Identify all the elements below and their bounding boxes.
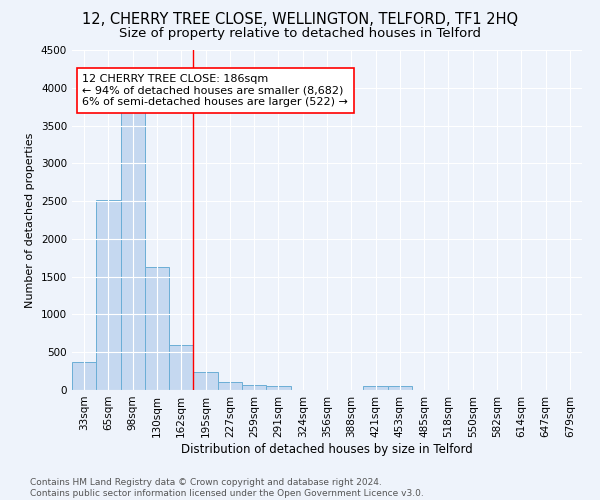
Bar bbox=[388, 386, 412, 390]
Text: 12 CHERRY TREE CLOSE: 186sqm
← 94% of detached houses are smaller (8,682)
6% of : 12 CHERRY TREE CLOSE: 186sqm ← 94% of de… bbox=[82, 74, 348, 107]
X-axis label: Distribution of detached houses by size in Telford: Distribution of detached houses by size … bbox=[181, 442, 473, 456]
Bar bbox=[72, 362, 96, 390]
Text: 12, CHERRY TREE CLOSE, WELLINGTON, TELFORD, TF1 2HQ: 12, CHERRY TREE CLOSE, WELLINGTON, TELFO… bbox=[82, 12, 518, 28]
Bar bbox=[364, 386, 388, 390]
Bar bbox=[169, 344, 193, 390]
Bar bbox=[193, 372, 218, 390]
Bar bbox=[121, 109, 145, 390]
Bar bbox=[218, 382, 242, 390]
Text: Contains HM Land Registry data © Crown copyright and database right 2024.
Contai: Contains HM Land Registry data © Crown c… bbox=[30, 478, 424, 498]
Bar bbox=[96, 200, 121, 390]
Bar bbox=[266, 386, 290, 390]
Text: Size of property relative to detached houses in Telford: Size of property relative to detached ho… bbox=[119, 28, 481, 40]
Bar bbox=[145, 267, 169, 390]
Bar bbox=[242, 386, 266, 390]
Y-axis label: Number of detached properties: Number of detached properties bbox=[25, 132, 35, 308]
